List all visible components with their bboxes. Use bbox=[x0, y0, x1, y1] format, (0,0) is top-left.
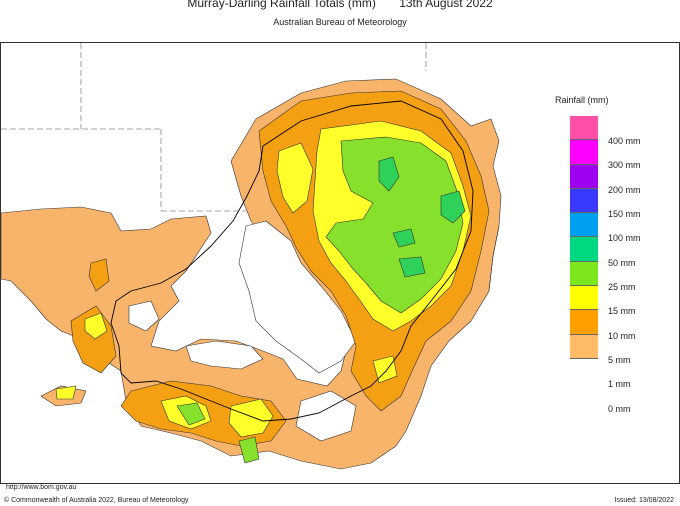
legend-swatch-300mm bbox=[570, 140, 598, 165]
legend-label: 50 mm bbox=[608, 258, 636, 268]
map-title-date: 13th August 2022 bbox=[399, 0, 493, 10]
map-title-main: Murray-Darling Rainfall Totals (mm) bbox=[187, 0, 376, 10]
legend-label: 150 mm bbox=[608, 209, 641, 219]
footer-copyright: © Commonwealth of Australia 2022, Bureau… bbox=[4, 497, 189, 504]
legend-swatch-100mm bbox=[570, 213, 598, 238]
legend-label: 15 mm bbox=[608, 306, 636, 316]
legend-swatch-1mm bbox=[570, 358, 598, 384]
legend-swatch-15mm bbox=[570, 286, 598, 311]
legend-swatch-10mm bbox=[570, 310, 598, 335]
legend-swatch-150mm bbox=[570, 188, 598, 214]
legend-label: 300 mm bbox=[608, 160, 641, 170]
legend-title: Rainfall (mm) bbox=[555, 95, 609, 105]
legend-swatch-400mm bbox=[570, 116, 598, 141]
coastline bbox=[488, 225, 500, 292]
rainfall-15mm-zone bbox=[176, 136, 464, 464]
map-subtitle: Australian Bureau of Meteorology bbox=[273, 17, 407, 27]
footer-url: http://www.bom.gov.au bbox=[6, 484, 77, 491]
legend-swatch-25mm bbox=[570, 261, 598, 287]
rainfall-map-svg bbox=[1, 43, 502, 470]
rainfall-map bbox=[0, 42, 680, 484]
legend-label: 5 mm bbox=[608, 355, 631, 365]
legend-label: 200 mm bbox=[608, 185, 641, 195]
legend-label: 10 mm bbox=[608, 331, 636, 341]
footer-issued: Issued: 13/08/2022 bbox=[614, 497, 674, 504]
legend-label: 400 mm bbox=[608, 136, 641, 146]
rainfall-0mm-zone bbox=[128, 220, 357, 442]
map-title: Murray-Darling Rainfall Totals (mm) 13th… bbox=[0, 0, 680, 10]
legend-swatch-50mm bbox=[570, 237, 598, 262]
legend-label: 25 mm bbox=[608, 282, 636, 292]
state-borders bbox=[1, 43, 427, 212]
legend-colorbar bbox=[570, 116, 598, 384]
murray-darling-basin-outline bbox=[110, 100, 474, 422]
legend-label: 100 mm bbox=[608, 233, 641, 243]
legend-label: 1 mm bbox=[608, 379, 631, 389]
legend-swatch-5mm bbox=[570, 334, 598, 359]
rainfall-25mm-zone bbox=[378, 156, 466, 278]
legend-label: 0 mm bbox=[608, 404, 631, 414]
legend-swatch-200mm bbox=[570, 164, 598, 189]
